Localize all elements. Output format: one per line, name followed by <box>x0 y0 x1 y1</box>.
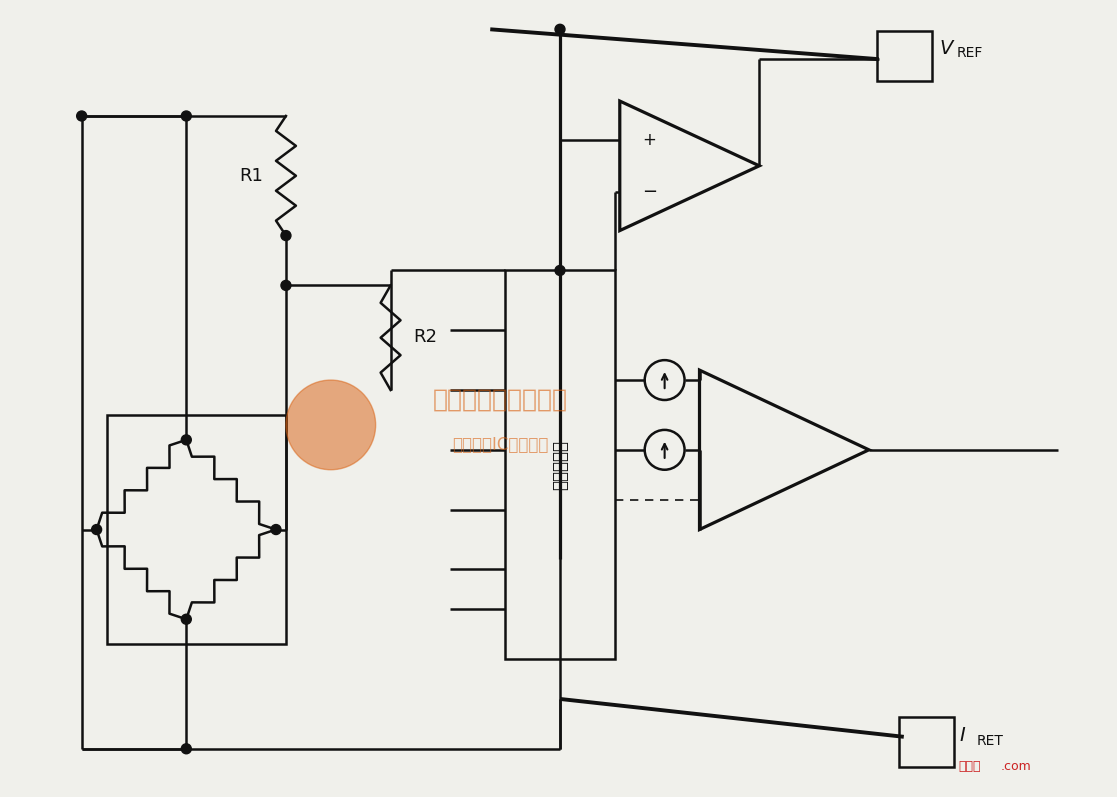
Text: −: − <box>642 183 657 201</box>
Bar <box>505 270 614 659</box>
Text: +: + <box>642 131 657 149</box>
Text: $I$: $I$ <box>958 726 966 745</box>
Bar <box>106 415 286 644</box>
Circle shape <box>281 230 290 241</box>
Text: R1: R1 <box>239 167 262 185</box>
Text: 杭州缝库电子市场网: 杭州缝库电子市场网 <box>432 388 567 412</box>
Text: $V$: $V$ <box>938 39 955 57</box>
Text: RET: RET <box>976 734 1003 748</box>
Text: REF: REF <box>956 46 983 61</box>
Circle shape <box>181 614 191 624</box>
Circle shape <box>181 111 191 121</box>
Text: R2: R2 <box>413 328 438 346</box>
Text: .com: .com <box>1001 760 1031 773</box>
Circle shape <box>281 281 290 290</box>
Bar <box>877 31 932 81</box>
Circle shape <box>555 265 565 276</box>
Circle shape <box>286 380 375 469</box>
Circle shape <box>181 744 191 754</box>
Text: 多路复用器: 多路复用器 <box>551 440 569 490</box>
Circle shape <box>77 111 87 121</box>
Circle shape <box>555 25 565 34</box>
Circle shape <box>181 435 191 445</box>
Text: 全球最大IC采购网站: 全球最大IC采购网站 <box>452 436 548 453</box>
Text: 接线图: 接线图 <box>958 760 981 773</box>
Bar <box>899 717 954 767</box>
Circle shape <box>92 524 102 535</box>
Circle shape <box>271 524 281 535</box>
